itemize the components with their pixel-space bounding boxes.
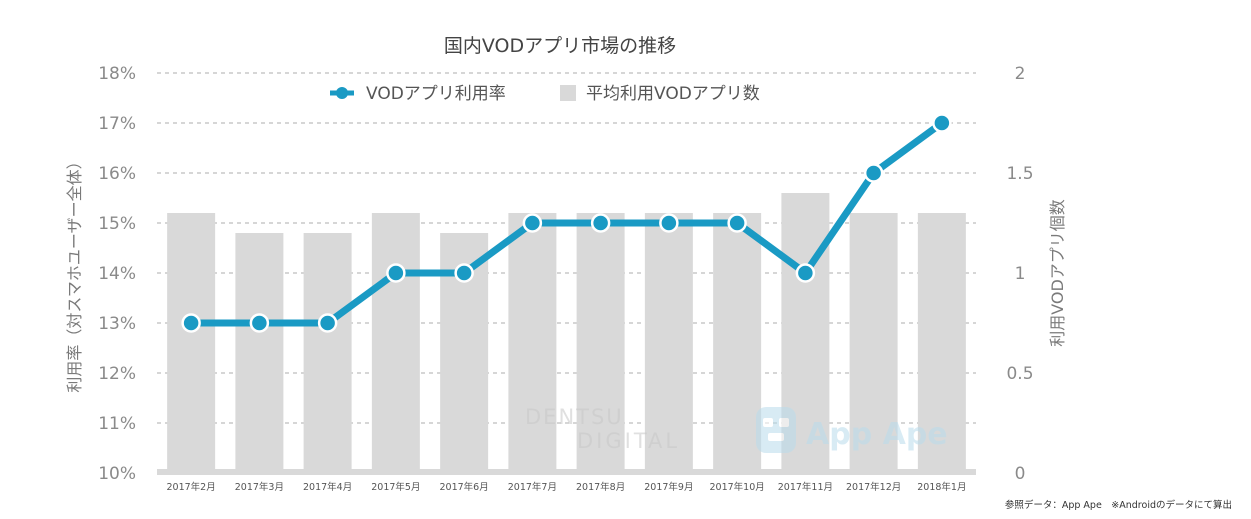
bar	[713, 213, 762, 473]
right-tick-label: 0.5	[1006, 364, 1033, 384]
left-tick-label: 18%	[98, 64, 136, 84]
bar	[849, 213, 898, 473]
bar-series	[167, 193, 966, 473]
bar	[371, 213, 420, 473]
right-tick-label: 0	[1015, 464, 1026, 484]
bar	[303, 233, 352, 473]
line-point	[454, 263, 474, 283]
left-tick-label: 11%	[98, 414, 136, 434]
bar	[235, 233, 284, 473]
x-tick-label: 2017年12月	[846, 481, 901, 493]
source-footnote: 参照データ：App Ape ※Androidのデータにて算出	[1005, 499, 1232, 511]
line-point	[522, 213, 543, 233]
x-tick-label: 2017年3月	[235, 481, 284, 493]
bar	[508, 213, 557, 473]
left-tick-label: 16%	[98, 164, 136, 184]
x-axis-labels: 2017年2月 2017年3月 2017年4月 2017年5月 2017年6月 2017年…	[167, 481, 967, 493]
x-tick-label: 2017年2月	[167, 481, 216, 493]
x-axis-baseline	[157, 469, 976, 475]
legend-line-label: VODアプリ利用率	[366, 84, 506, 104]
x-tick-label: 2017年4月	[303, 481, 352, 493]
right-tick-label: 1.5	[1006, 164, 1033, 184]
line-point	[590, 213, 611, 233]
line-point	[317, 313, 338, 333]
left-axis-ticks: 10% 11% 12% 13% 14% 15% 16% 17% 18%	[98, 64, 136, 484]
x-tick-label: 2017年10月	[709, 481, 764, 493]
right-axis-ticks: 0 0.5 1 1.5 2	[1006, 64, 1033, 484]
line-point	[249, 313, 270, 333]
x-tick-label: 2017年6月	[440, 481, 489, 493]
dentsu-watermark-line2: DIGITAL	[577, 429, 680, 453]
right-axis-title: 利用VODアプリ個数	[1048, 199, 1067, 347]
appape-watermark-text: App Ape	[806, 417, 948, 452]
line-point	[659, 213, 679, 233]
line-point	[386, 263, 406, 283]
right-tick-label: 1	[1015, 264, 1026, 284]
line-point	[795, 263, 816, 283]
bar	[644, 213, 693, 473]
left-tick-label: 15%	[98, 214, 136, 234]
legend: VODアプリ利用率 平均利用VODアプリ数	[330, 84, 760, 104]
appape-logo-icon	[756, 407, 796, 453]
line-series-path	[187, 119, 946, 327]
left-tick-label: 13%	[98, 314, 136, 334]
x-tick-label: 2018年1月	[917, 481, 966, 493]
x-tick-label: 2017年7月	[508, 481, 557, 493]
line-point	[863, 163, 884, 183]
left-tick-label: 17%	[98, 114, 136, 134]
x-tick-label: 2017年5月	[371, 481, 420, 493]
chart-title: 国内VODアプリ市場の推移	[444, 35, 676, 57]
line-point	[727, 213, 747, 233]
line-point	[932, 113, 952, 133]
bar	[576, 213, 625, 473]
bar	[917, 213, 966, 473]
x-tick-label: 2017年9月	[644, 481, 693, 493]
left-tick-label: 10%	[98, 464, 136, 484]
right-tick-label: 2	[1015, 64, 1026, 84]
dentsu-watermark-line1: DENTSU	[525, 405, 624, 429]
bar	[167, 213, 216, 473]
line-series	[181, 113, 952, 333]
legend-line-marker	[330, 87, 354, 99]
left-axis-title: 利用率（対スマホユーザー全体）	[65, 153, 84, 392]
left-tick-label: 12%	[98, 364, 136, 384]
x-tick-label: 2017年11月	[778, 481, 833, 493]
legend-bar-label: 平均利用VODアプリ数	[586, 84, 760, 104]
baseline-bar	[157, 469, 976, 475]
appape-watermark: App Ape	[756, 407, 948, 453]
legend-bar-swatch	[560, 85, 576, 101]
left-tick-label: 14%	[98, 264, 136, 284]
dentsu-digital-watermark: DENTSU DIGITAL	[525, 405, 680, 453]
line-point	[181, 313, 201, 333]
x-tick-label: 2017年8月	[576, 481, 625, 493]
